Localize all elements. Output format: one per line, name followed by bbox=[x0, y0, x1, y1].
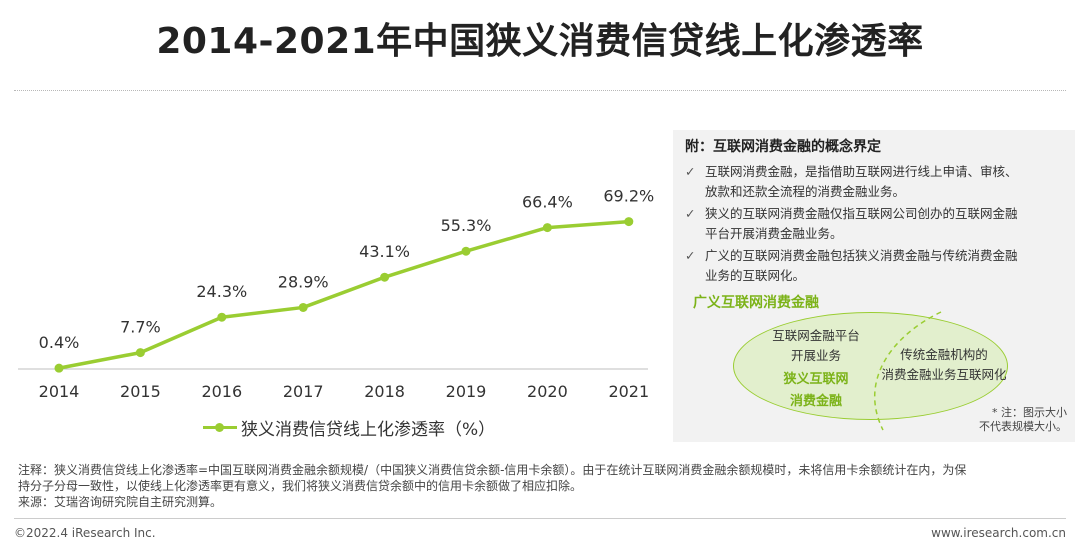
definition-text: 互联网消费金融，是指借助互联网进行线上申请、审核、 bbox=[705, 164, 1018, 179]
copyright: ©2022.4 iResearch Inc. bbox=[14, 526, 156, 540]
venn-note-text: * 注：图示大小 bbox=[992, 406, 1067, 419]
venn-note-text: 不代表规模大小。 bbox=[979, 420, 1067, 433]
source-line: 来源：艾瑞咨询研究院自主研究测算。 bbox=[18, 495, 223, 509]
data-point bbox=[380, 272, 390, 282]
data-point bbox=[135, 348, 145, 358]
page-title: 2014-2021年中国狭义消费信贷线上化渗透率 bbox=[156, 21, 924, 62]
footnote-line: 持分子分母一致性，以使线上化渗透率更有意义，我们将狭义消费信贷余额中的信用卡余额… bbox=[18, 479, 583, 493]
data-label: 66.4% bbox=[522, 193, 573, 212]
data-label: 43.1% bbox=[359, 242, 410, 261]
data-point bbox=[624, 217, 634, 227]
venn-text: 狭义互联网 bbox=[783, 372, 849, 387]
definition-item: ✓ 狭义的互联网消费金融仅指互联网公司创办的互联网金融 平台开展消费金融业务。 bbox=[685, 204, 1065, 244]
venn-narrow-label: 狭义互联网 消费金融 bbox=[771, 369, 861, 413]
venn-text: 消费金融 bbox=[789, 394, 842, 409]
data-label: 55.3% bbox=[441, 216, 492, 235]
title-divider bbox=[14, 90, 1066, 91]
definition-panel: 附：互联网消费金融的概念界定 ✓ 互联网消费金融，是指借助互联网进行线上申请、审… bbox=[673, 130, 1075, 442]
venn-ellipse bbox=[733, 312, 1008, 420]
data-label: 24.3% bbox=[196, 282, 247, 301]
x-tick-label: 2014 bbox=[39, 382, 80, 401]
legend-marker-icon bbox=[203, 414, 237, 440]
data-point bbox=[217, 312, 227, 322]
venn-text: 互联网金融平台 bbox=[772, 328, 860, 343]
data-label: 28.9% bbox=[278, 272, 329, 291]
footnote-line: 注释：狭义消费信贷线上化渗透率=中国互联网消费金融余额规模/（中国狭义消费信贷余… bbox=[18, 463, 967, 477]
data-point bbox=[461, 246, 471, 256]
venn-text: 开展业务 bbox=[790, 348, 841, 363]
check-icon: ✓ bbox=[685, 248, 696, 263]
x-tick-label: 2021 bbox=[608, 382, 649, 401]
venn-title: 广义互联网消费金融 bbox=[693, 295, 819, 311]
definition-text: 业务的互联网化。 bbox=[705, 268, 806, 283]
x-tick-label: 2016 bbox=[201, 382, 242, 401]
definition-item: ✓ 广义的互联网消费金融包括狭义消费金融与传统消费金融 业务的互联网化。 bbox=[685, 246, 1065, 286]
data-point bbox=[54, 363, 64, 373]
definition-text: 放款和还款全流程的消费金融业务。 bbox=[705, 184, 906, 199]
x-tick-label: 2017 bbox=[283, 382, 324, 401]
data-label: 0.4% bbox=[39, 333, 80, 352]
line-chart: 0.4% 2014 7.7% 2015 24.3% 2016 28.9% 2017 43.1% 2… bbox=[18, 187, 654, 401]
data-point bbox=[298, 302, 308, 312]
footer-divider bbox=[14, 518, 1066, 519]
data-point bbox=[542, 223, 552, 233]
x-tick-label: 2020 bbox=[527, 382, 568, 401]
x-tick-label: 2015 bbox=[120, 382, 161, 401]
x-tick-label: 2018 bbox=[364, 382, 405, 401]
data-label: 7.7% bbox=[120, 318, 161, 337]
series-line bbox=[58, 219, 629, 370]
check-icon: ✓ bbox=[685, 164, 696, 179]
chart-legend: 狭义消费信贷线上化渗透率（%） bbox=[203, 414, 495, 440]
venn-text: 消费金融业务互联网化 bbox=[881, 367, 1007, 382]
x-tick-label: 2019 bbox=[446, 382, 487, 401]
definition-text: 广义的互联网消费金融包括狭义消费金融与传统消费金融 bbox=[705, 248, 1018, 263]
venn-left-label: 互联网金融平台 开展业务 bbox=[761, 326, 871, 366]
check-icon: ✓ bbox=[685, 206, 696, 221]
venn-divider bbox=[873, 311, 942, 431]
legend-label: 狭义消费信贷线上化渗透率（%） bbox=[241, 419, 496, 440]
definition-item: ✓ 互联网消费金融，是指借助互联网进行线上申请、审核、 放款和还款全流程的消费金融… bbox=[685, 162, 1065, 202]
data-label: 69.2% bbox=[603, 187, 654, 206]
venn-note: * 注：图示大小 不代表规模大小。 bbox=[979, 406, 1067, 434]
venn-text: 传统金融机构的 bbox=[900, 347, 988, 362]
website: www.iresearch.com.cn bbox=[931, 526, 1066, 540]
definition-text: 平台开展消费金融业务。 bbox=[705, 226, 843, 241]
definition-title: 附：互联网消费金融的概念界定 bbox=[685, 139, 881, 155]
footnote: 注释：狭义消费信贷线上化渗透率=中国互联网消费金融余额规模/（中国狭义消费信贷余… bbox=[18, 462, 1070, 510]
definition-text: 狭义的互联网消费金融仅指互联网公司创办的互联网金融 bbox=[705, 206, 1018, 221]
venn-right-label: 传统金融机构的消费金融业务互联网化 bbox=[869, 345, 1019, 385]
